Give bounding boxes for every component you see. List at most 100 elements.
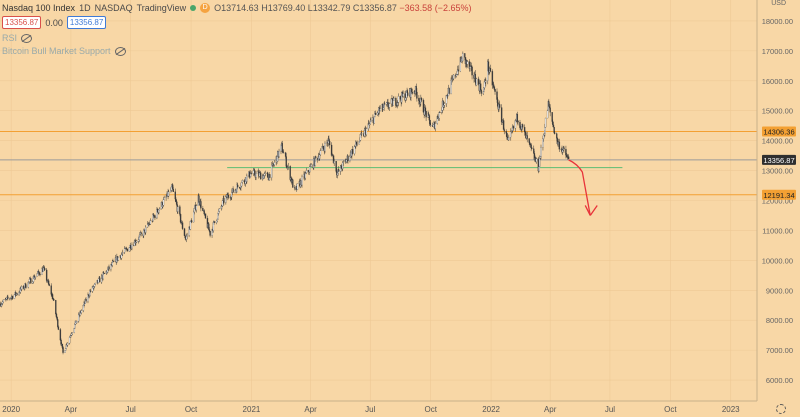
candle-body [111, 261, 113, 266]
candle-body [500, 107, 503, 123]
candle-body [365, 128, 368, 135]
x-tick-label: 2022 [482, 405, 500, 414]
candle-body [120, 254, 123, 259]
candle-body [441, 110, 443, 113]
candle-body [368, 123, 371, 125]
candle-body [521, 124, 524, 128]
candle-body [363, 130, 366, 137]
candle-body [128, 247, 131, 252]
candle-body [131, 244, 133, 249]
grid [0, 0, 757, 401]
candle-body [496, 99, 499, 107]
candle-body [342, 162, 344, 170]
visibility-off-icon[interactable] [21, 33, 33, 43]
trade-prices: 13356.87 0.00 13356.87 [2, 16, 107, 29]
spread-value: 0.00 [45, 17, 63, 28]
candle-body [145, 226, 147, 233]
candle-body [106, 269, 109, 273]
x-tick-label: Oct [664, 405, 677, 414]
candle-body [517, 120, 519, 123]
candle-body [263, 175, 265, 179]
candle-body [85, 299, 87, 302]
visibility-off-icon[interactable] [114, 46, 126, 56]
y-tick-label: 11000.00 [762, 226, 793, 235]
candle-body [97, 278, 100, 283]
currency-label[interactable]: USD [771, 0, 786, 7]
candle-body [140, 232, 142, 234]
candle-body [462, 53, 464, 62]
candle-body [470, 65, 473, 68]
candle-body [498, 104, 501, 108]
candle-body [451, 79, 453, 81]
chart-legend-title[interactable]: Nasdaq 100 Index 1D NASDAQ TradingView D… [2, 3, 471, 13]
indicator-bull-support[interactable]: Bitcoin Bull Market Support [2, 46, 126, 56]
candle-body [506, 133, 508, 138]
candle-body [117, 257, 119, 261]
candle-body [335, 161, 337, 172]
candle-body [183, 228, 186, 236]
candle-body [240, 185, 242, 188]
candle-body [430, 125, 432, 127]
candle-body [170, 190, 172, 192]
sell-button[interactable]: 13356.87 [2, 16, 42, 29]
candle-body [36, 273, 39, 277]
candle-body [438, 112, 440, 119]
candle-body [397, 96, 400, 103]
x-tick-label: Jul [126, 405, 136, 414]
candle-body [411, 91, 413, 94]
candle-body [405, 97, 407, 101]
candle-body [263, 173, 266, 176]
candle-body [39, 274, 41, 275]
candle-body [25, 287, 27, 288]
candle-body [225, 196, 227, 203]
candle-body [64, 348, 67, 351]
candle-body [69, 335, 71, 338]
candle-body [232, 188, 234, 193]
y-tick-label: 7000.00 [766, 346, 793, 355]
candle-body [174, 191, 176, 200]
buy-button[interactable]: 13356.87 [66, 16, 107, 29]
candle-body [216, 218, 218, 221]
candle-body [20, 286, 23, 290]
candle-body [452, 74, 455, 79]
candle-body [254, 170, 256, 176]
candle-body [93, 284, 96, 287]
y-tick-label: 15000.00 [762, 107, 793, 116]
projection-arrow [568, 159, 598, 216]
axes: 6000.00 7000.00 8000.00 9000.00 10000.00 1100… [2, 17, 793, 414]
price-tag-last-price [762, 154, 796, 165]
candle-body [399, 96, 402, 100]
gear-icon[interactable] [776, 404, 786, 414]
candle-body [184, 235, 186, 239]
y-tick-label: 14000.00 [762, 137, 793, 146]
candle-body [218, 208, 220, 212]
candle-body [328, 138, 330, 142]
candle-body [74, 324, 76, 329]
candle-body [552, 124, 555, 128]
candle-body [11, 296, 14, 299]
candle-body [259, 172, 262, 180]
candle-body [493, 86, 496, 90]
projection-path [568, 159, 591, 216]
candle-body [80, 310, 83, 313]
horizontal-levels [0, 130, 757, 196]
candle-body [165, 196, 167, 199]
candle-body [382, 107, 385, 110]
candle-body [71, 332, 73, 335]
candle-body [64, 350, 66, 353]
candle-body [1, 303, 3, 305]
candle-body [494, 89, 496, 92]
candle-body [112, 260, 115, 262]
candle-body [122, 252, 124, 254]
candle-body [530, 144, 532, 148]
symbol-name: Nasdaq 100 Index [2, 3, 76, 13]
candle-body [553, 127, 555, 133]
candle-body [393, 98, 395, 101]
candle-body [474, 74, 477, 82]
indicator-rsi[interactable]: RSI [2, 33, 33, 43]
y-tick-label: 8000.00 [766, 316, 793, 325]
candle-body [179, 206, 181, 215]
candle-body [162, 205, 164, 207]
y-tick-label: 9000.00 [766, 286, 793, 295]
